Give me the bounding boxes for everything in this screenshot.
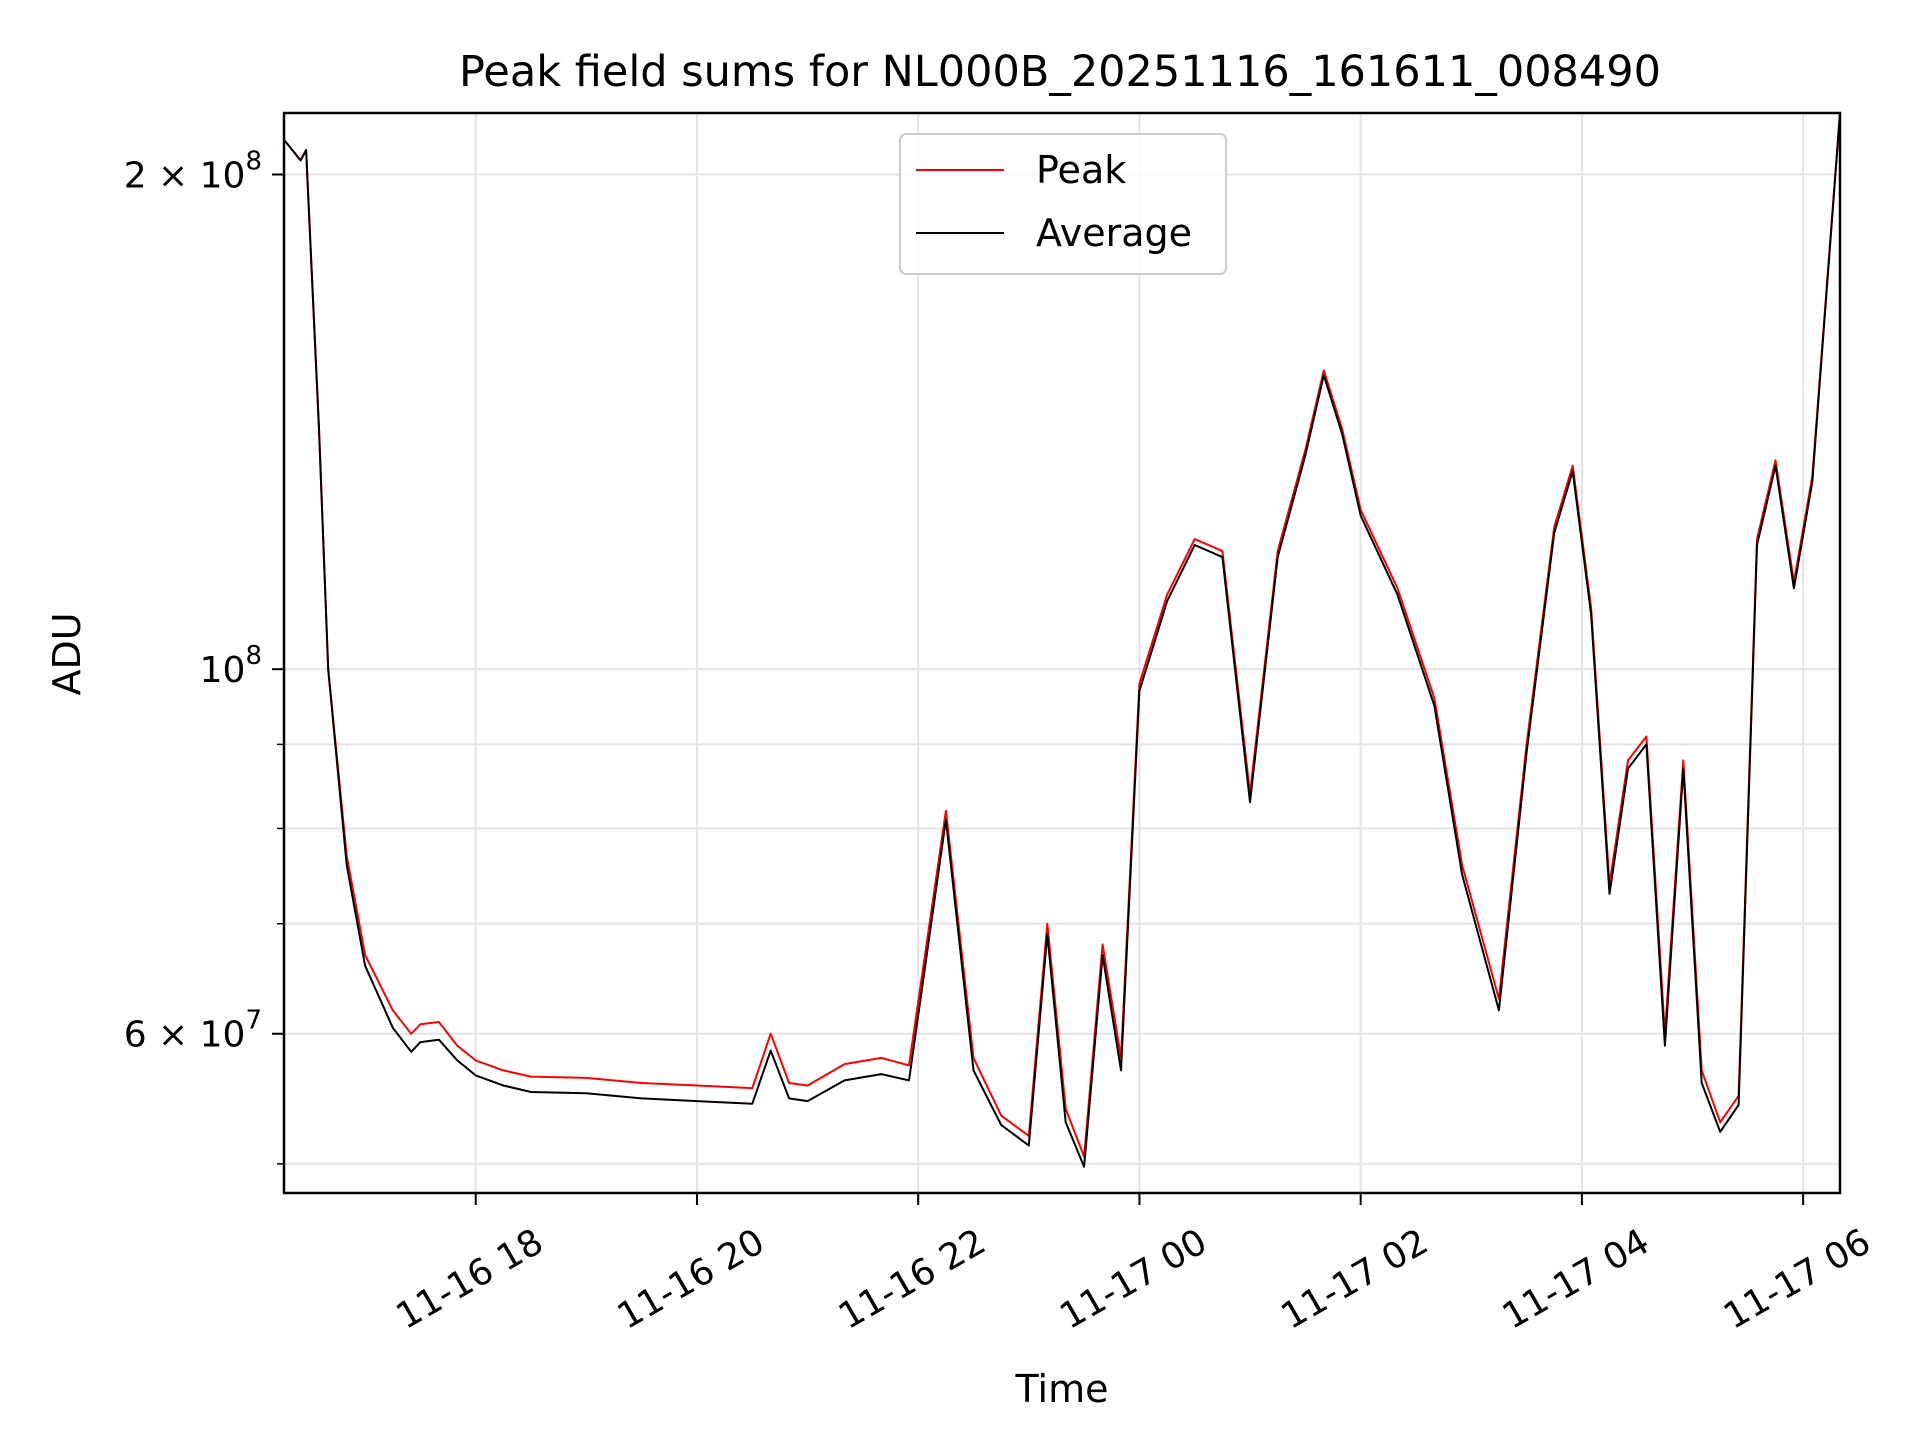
plot-area xyxy=(284,113,1840,1168)
y-axis-label: ADU xyxy=(45,612,89,695)
plot-frame xyxy=(282,111,1842,1195)
series-line-peak xyxy=(284,113,1840,1158)
grid-lines xyxy=(284,113,1840,1193)
x-axis-label: Time xyxy=(1015,1367,1109,1411)
legend-label-peak: Peak xyxy=(1036,148,1126,192)
series-line-average xyxy=(284,113,1840,1168)
y-tick-label: 2 × 108 xyxy=(124,147,262,197)
legend[interactable]: Peak Average xyxy=(899,133,1227,275)
legend-label-average: Average xyxy=(1036,211,1192,255)
chart-title: Peak field sums for NL000B_20251116_1616… xyxy=(459,47,1661,97)
y-tick-label: 6 × 107 xyxy=(124,1006,262,1056)
